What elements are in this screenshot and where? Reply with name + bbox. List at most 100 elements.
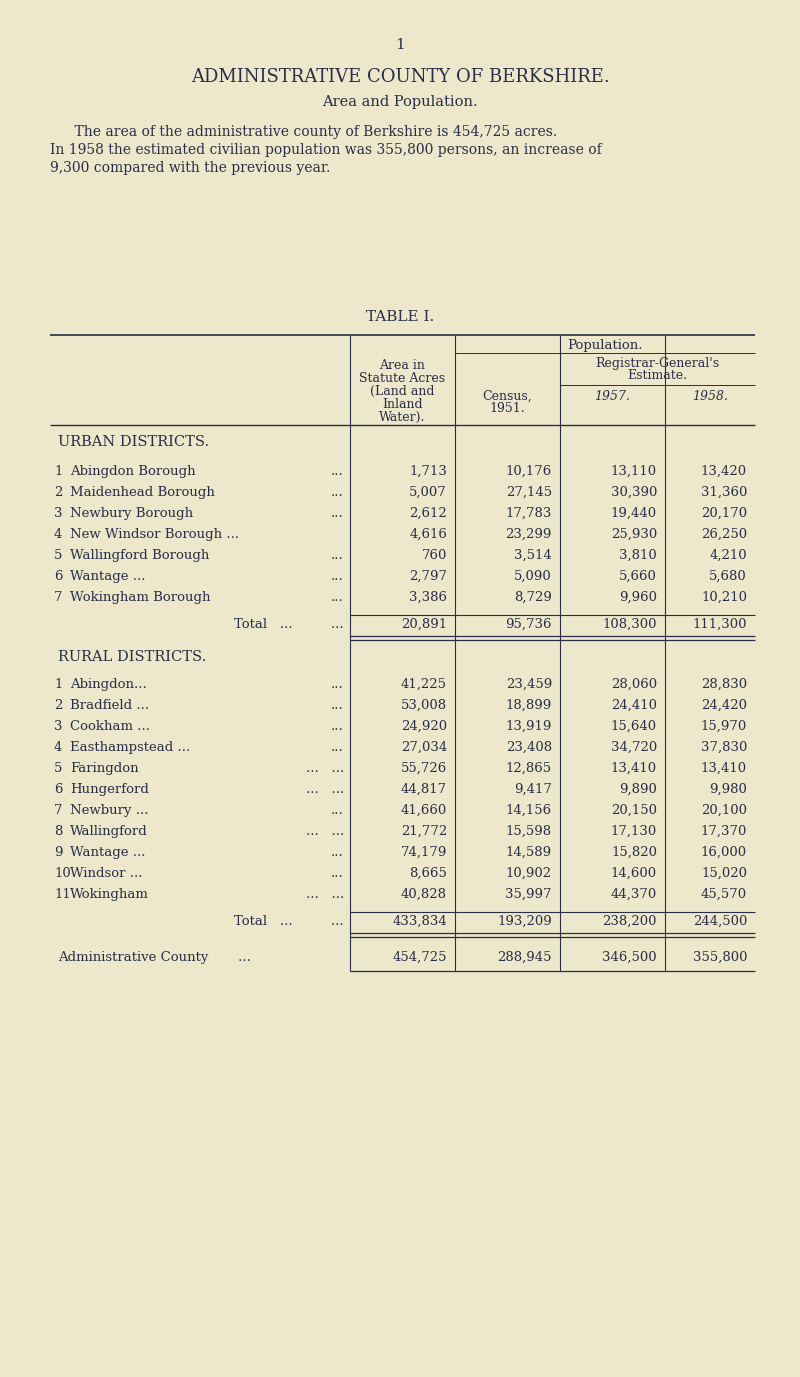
Text: Faringdon: Faringdon: [70, 761, 138, 775]
Text: 95,736: 95,736: [506, 618, 552, 631]
Text: 1951.: 1951.: [490, 402, 526, 414]
Text: 1: 1: [54, 465, 62, 478]
Text: Bradfield ...: Bradfield ...: [70, 700, 149, 712]
Text: 2,612: 2,612: [410, 507, 447, 521]
Text: ...: ...: [331, 570, 344, 582]
Text: 44,370: 44,370: [610, 888, 657, 901]
Text: Newbury Borough: Newbury Borough: [70, 507, 193, 521]
Text: 4,210: 4,210: [710, 549, 747, 562]
Text: ...: ...: [331, 677, 344, 691]
Text: 24,410: 24,410: [611, 700, 657, 712]
Text: 26,250: 26,250: [701, 527, 747, 541]
Text: 25,930: 25,930: [610, 527, 657, 541]
Text: 760: 760: [422, 549, 447, 562]
Text: Water).: Water).: [379, 410, 426, 424]
Text: 1: 1: [54, 677, 62, 691]
Text: 44,817: 44,817: [401, 784, 447, 796]
Text: 5: 5: [54, 761, 62, 775]
Text: 53,008: 53,008: [401, 700, 447, 712]
Text: 238,200: 238,200: [602, 914, 657, 928]
Text: 10,210: 10,210: [701, 591, 747, 605]
Text: 23,459: 23,459: [506, 677, 552, 691]
Text: Wantage ...: Wantage ...: [70, 845, 146, 859]
Text: ...: ...: [331, 868, 344, 880]
Text: 9,980: 9,980: [709, 784, 747, 796]
Text: (Land and: (Land and: [370, 386, 434, 398]
Text: 10,902: 10,902: [506, 868, 552, 880]
Text: 18,899: 18,899: [506, 700, 552, 712]
Text: 14,589: 14,589: [506, 845, 552, 859]
Text: 31,360: 31,360: [701, 486, 747, 498]
Text: 9,890: 9,890: [619, 784, 657, 796]
Text: 16,000: 16,000: [701, 845, 747, 859]
Text: RURAL DISTRICTS.: RURAL DISTRICTS.: [58, 650, 206, 664]
Text: Wokingham Borough: Wokingham Borough: [70, 591, 210, 605]
Text: 9,960: 9,960: [619, 591, 657, 605]
Text: 1: 1: [395, 39, 405, 52]
Text: Wokingham: Wokingham: [70, 888, 149, 901]
Text: TABLE I.: TABLE I.: [366, 310, 434, 324]
Text: 23,408: 23,408: [506, 741, 552, 755]
Text: 35,997: 35,997: [506, 888, 552, 901]
Text: 74,179: 74,179: [401, 845, 447, 859]
Text: 111,300: 111,300: [693, 618, 747, 631]
Text: 7: 7: [54, 804, 62, 817]
Text: 13,919: 13,919: [506, 720, 552, 733]
Text: 4: 4: [54, 741, 62, 755]
Text: 4: 4: [54, 527, 62, 541]
Text: Cookham ...: Cookham ...: [70, 720, 150, 733]
Text: 4,616: 4,616: [409, 527, 447, 541]
Text: Hungerford: Hungerford: [70, 784, 149, 796]
Text: 14,156: 14,156: [506, 804, 552, 817]
Text: Maidenhead Borough: Maidenhead Borough: [70, 486, 215, 498]
Text: 28,060: 28,060: [611, 677, 657, 691]
Text: ...: ...: [331, 720, 344, 733]
Text: New Windsor Borough ...: New Windsor Borough ...: [70, 527, 239, 541]
Text: ...   ...: ... ...: [306, 888, 344, 901]
Text: 27,145: 27,145: [506, 486, 552, 498]
Text: 10: 10: [54, 868, 70, 880]
Text: 108,300: 108,300: [602, 618, 657, 631]
Text: 8,665: 8,665: [409, 868, 447, 880]
Text: Windsor ...: Windsor ...: [70, 868, 142, 880]
Text: 21,772: 21,772: [401, 825, 447, 839]
Text: ...: ...: [331, 700, 344, 712]
Text: Easthampstead ...: Easthampstead ...: [70, 741, 190, 755]
Text: 9,417: 9,417: [514, 784, 552, 796]
Text: 3,810: 3,810: [619, 549, 657, 562]
Text: 15,020: 15,020: [701, 868, 747, 880]
Text: Population.: Population.: [567, 339, 642, 353]
Text: 41,660: 41,660: [401, 804, 447, 817]
Text: 10,176: 10,176: [506, 465, 552, 478]
Text: 5,090: 5,090: [514, 570, 552, 582]
Text: 17,130: 17,130: [610, 825, 657, 839]
Text: 41,225: 41,225: [401, 677, 447, 691]
Text: ...: ...: [331, 507, 344, 521]
Text: Total   ...         ...: Total ... ...: [234, 618, 344, 631]
Text: 433,834: 433,834: [392, 914, 447, 928]
Text: Inland: Inland: [382, 398, 423, 410]
Text: 1958.: 1958.: [692, 390, 728, 403]
Text: 193,209: 193,209: [498, 914, 552, 928]
Text: 15,970: 15,970: [701, 720, 747, 733]
Text: 15,820: 15,820: [611, 845, 657, 859]
Text: 13,410: 13,410: [701, 761, 747, 775]
Text: ...: ...: [331, 845, 344, 859]
Text: 2,797: 2,797: [409, 570, 447, 582]
Text: 55,726: 55,726: [401, 761, 447, 775]
Text: 17,783: 17,783: [506, 507, 552, 521]
Text: 23,299: 23,299: [506, 527, 552, 541]
Text: 355,800: 355,800: [693, 952, 747, 964]
Text: 15,598: 15,598: [506, 825, 552, 839]
Text: Wantage ...: Wantage ...: [70, 570, 146, 582]
Text: 5,680: 5,680: [710, 570, 747, 582]
Text: ...: ...: [331, 804, 344, 817]
Text: 24,920: 24,920: [401, 720, 447, 733]
Text: 5,660: 5,660: [619, 570, 657, 582]
Text: 11: 11: [54, 888, 70, 901]
Text: 13,110: 13,110: [611, 465, 657, 478]
Text: 1957.: 1957.: [594, 390, 630, 403]
Text: Abingdon...: Abingdon...: [70, 677, 146, 691]
Text: 45,570: 45,570: [701, 888, 747, 901]
Text: 2: 2: [54, 486, 62, 498]
